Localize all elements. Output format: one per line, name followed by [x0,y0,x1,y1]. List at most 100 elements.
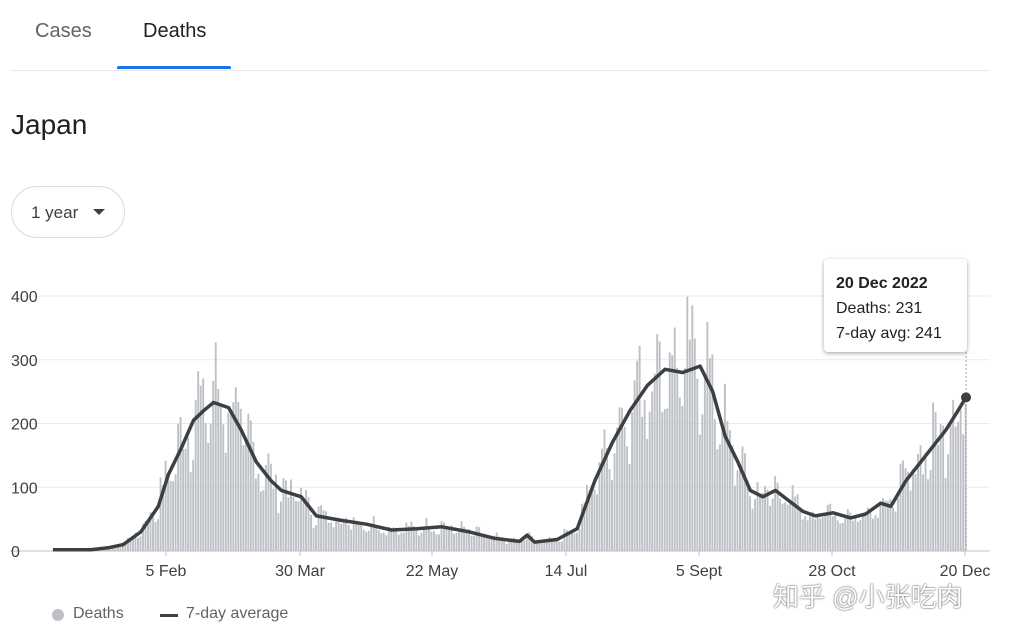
tooltip-average: 7-day avg: 241 [836,325,942,342]
daily-death-bar [681,406,684,551]
daily-death-bar [708,358,711,551]
daily-death-bar [774,476,777,551]
watermark: 知乎 @小张吃肉 [773,582,963,612]
daily-death-bar [144,520,147,551]
daily-death-bar [126,537,129,551]
daily-death-bar [924,452,927,551]
daily-death-bar [410,521,413,551]
daily-death-bar [430,531,433,551]
daily-death-bar [528,532,531,551]
daily-death-bar [189,472,192,551]
time-range-label: 1 year [31,203,79,222]
daily-death-bar [312,527,315,551]
daily-death-bar [686,296,689,551]
daily-death-bar [538,541,541,551]
daily-death-bar [164,460,167,551]
daily-death-bar [932,402,935,551]
daily-death-bar [819,518,822,551]
daily-death-bar [739,468,741,551]
daily-death-bar [480,533,483,551]
daily-death-bar [776,482,779,551]
daily-death-bar [392,527,395,551]
daily-death-bar [934,412,937,551]
daily-death-bar [292,496,295,551]
daily-death-bar [443,522,445,551]
daily-death-bar [458,530,460,551]
daily-death-bar [944,477,947,551]
time-range-dropdown[interactable]: 1 year [11,186,125,238]
daily-death-bar [370,523,373,551]
daily-death-bar [385,535,388,551]
daily-death-bar [347,524,350,551]
daily-death-bar [320,505,323,551]
daily-death-bar [237,402,240,551]
daily-death-bar [618,407,621,551]
daily-death-bar [124,541,127,551]
hover-marker [961,352,971,551]
daily-death-bar [591,492,593,551]
daily-death-bar [844,514,847,551]
daily-death-bar [593,489,596,551]
daily-death-bar [267,453,270,551]
daily-death-bar [909,490,912,551]
daily-death-bar [227,412,230,551]
daily-death-bar [274,474,277,551]
daily-death-bar [448,527,450,551]
daily-death-bar [927,479,930,551]
daily-death-bar [224,452,227,551]
daily-death-bar [169,480,172,551]
daily-death-bar [417,535,420,551]
daily-death-bar [666,408,669,551]
daily-death-bar [217,389,220,551]
daily-death-bar [550,540,553,551]
daily-death-bar [769,505,772,551]
daily-death-bar [412,526,415,551]
daily-death-bar [367,530,370,551]
daily-death-bar [651,391,654,551]
daily-death-bar [821,517,824,551]
daily-death-bar [937,444,940,551]
tab-cases[interactable]: Cases [35,20,92,42]
daily-death-bar [718,444,721,551]
daily-death-bar [871,518,874,551]
chart-gridlines [10,295,990,552]
daily-death-bar [693,338,696,551]
daily-death-bar [297,501,300,551]
daily-death-bar [400,532,403,551]
daily-death-bar [638,345,641,551]
daily-death-bar [259,491,262,551]
daily-death-bar [317,506,320,551]
daily-death-bar [360,522,363,551]
daily-death-bar [249,420,252,551]
daily-death-bar [575,532,578,551]
daily-death-bar [723,383,726,551]
daily-death-bar [899,463,902,551]
daily-death-bar [380,533,383,551]
daily-death-bar [310,514,312,551]
daily-death-bar [558,541,561,551]
daily-death-bar [959,409,962,551]
daily-death-bar [450,525,453,551]
daily-death-bar [884,500,887,551]
daily-death-bar [919,445,922,551]
daily-death-bar [849,512,852,551]
daily-death-bar [806,520,809,551]
tab-deaths[interactable]: Deaths [143,20,207,42]
daily-death-bar [952,399,955,551]
y-axis-ticks: 0 100 200 300 400 [11,289,38,561]
x-tick-label: 20 Dec [940,563,991,580]
tooltip-deaths: Deaths: 231 [836,300,923,317]
daily-death-bar [907,471,909,551]
daily-death-bar [578,528,581,551]
x-tick-label: 22 May [406,563,458,580]
daily-death-bar [733,485,736,551]
daily-death-bar [147,522,149,551]
daily-death-bar [465,530,468,551]
daily-death-bar [648,411,651,551]
daily-death-bar [470,535,473,551]
daily-death-bar [799,509,802,551]
daily-death-bar [508,539,511,551]
daily-death-bar [352,517,355,551]
daily-death-bar [455,532,458,551]
